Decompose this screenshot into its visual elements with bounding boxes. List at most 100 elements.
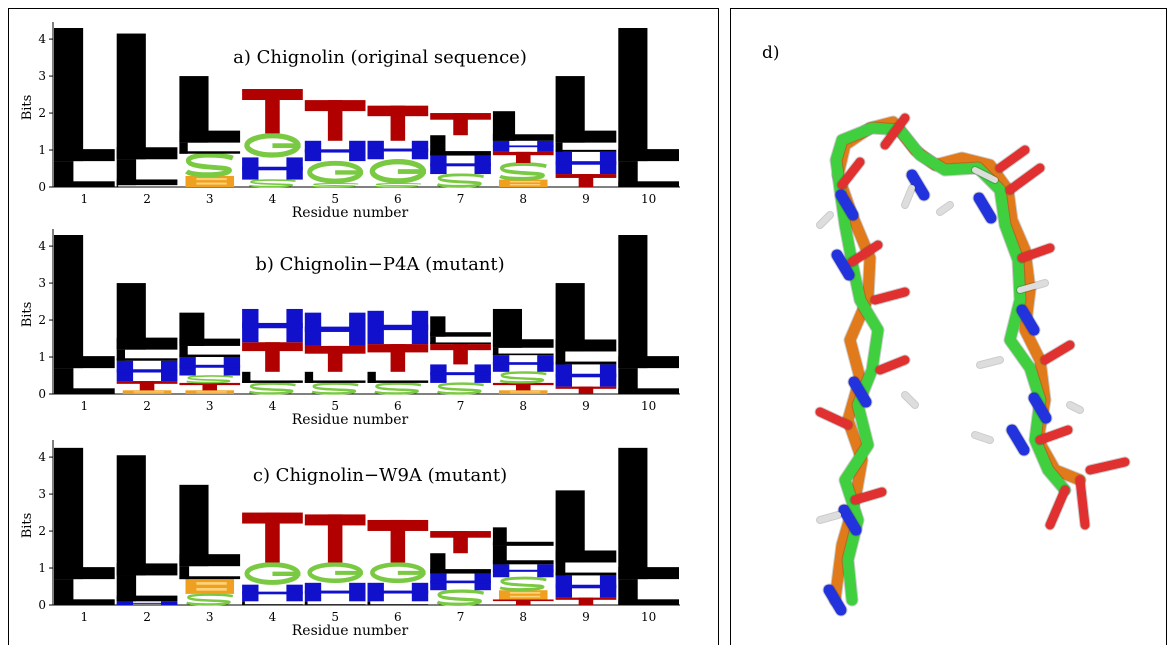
logo-letter-B: [185, 579, 235, 594]
logo-letter-H: [492, 140, 554, 152]
x-tick-label: 6: [394, 610, 402, 624]
logo-letter-L: [555, 283, 617, 352]
logo-letter-L: [492, 308, 554, 348]
y-tick-label: 4: [38, 450, 46, 464]
x-axis-label: Residue number: [292, 205, 409, 221]
logo-letter-H: [242, 157, 303, 180]
logo-letter-L: [304, 601, 366, 605]
logo-stack: [179, 76, 241, 187]
logo-letter-S: [248, 382, 296, 395]
logo-stack: [304, 514, 366, 605]
logo-stack: [430, 531, 491, 606]
logo-stack: [492, 527, 554, 605]
y-axis-label: Bits: [20, 302, 35, 328]
logo-letter-L: [555, 351, 617, 365]
logo-letter-L: [618, 447, 679, 580]
logo-letter-H: [555, 151, 617, 175]
logo-letter-L: [179, 566, 241, 580]
logo-stack: [618, 447, 679, 605]
logo-letter-H: [492, 355, 554, 372]
logo-letter-L: [430, 336, 491, 345]
logo-title: c) Chignolin−W9A (mutant): [253, 465, 507, 486]
x-tick-label: 9: [582, 399, 590, 413]
x-tick-label: 5: [331, 610, 339, 624]
x-axis-label: Residue number: [292, 623, 409, 639]
logo-panel-3: 0 1 2 3 4 Bits 1 2 3 4 5 6 7 8 9 10 Residue number c) Chi…: [20, 440, 680, 639]
left-frame: [8, 8, 719, 645]
logo-stack: [367, 310, 429, 395]
logo-letter-L: [367, 601, 429, 605]
logo-letter-L: [116, 349, 178, 361]
logo-letter-L: [618, 161, 679, 187]
logo-letter-L: [618, 235, 679, 369]
logo-letter-G: [307, 160, 364, 184]
y-axis-label: Bits: [20, 513, 35, 539]
x-tick-label: 2: [143, 192, 151, 206]
logo-letter-T: [367, 105, 429, 141]
logo-letter-T: [430, 531, 491, 554]
y-tick-label: 0: [38, 387, 46, 401]
logo-letter-T: [304, 345, 366, 372]
logo-stack: [179, 312, 241, 394]
logo-letter-L: [54, 28, 115, 162]
logo-letter-G: [369, 159, 426, 184]
logo-letter-H: [492, 564, 554, 578]
x-tick-label: 4: [269, 610, 277, 624]
logo-letter-B: [122, 390, 172, 394]
logo-letter-H: [304, 582, 366, 602]
logo-letter-L: [179, 345, 241, 358]
logo-stack: [367, 519, 429, 605]
logo-stack: [54, 235, 115, 394]
logo-letter-B: [498, 179, 548, 187]
logo-letter-L: [179, 484, 241, 567]
logo-letter-H: [430, 155, 491, 175]
logo-letter-S: [185, 152, 234, 178]
logo-letter-S: [499, 576, 547, 591]
logo-letter-H: [242, 584, 303, 602]
logo-letter-T: [367, 519, 429, 563]
logo-letter-L: [116, 283, 178, 350]
logo-stack: [555, 76, 617, 187]
logo-letter-L: [54, 161, 115, 187]
x-tick-label: 10: [641, 399, 656, 413]
y-tick-label: 2: [38, 524, 46, 538]
logo-letter-L: [492, 111, 554, 141]
logo-letter-B: [498, 590, 548, 600]
x-tick-label: 7: [457, 399, 465, 413]
logo-letter-S: [499, 162, 547, 181]
x-tick-label: 5: [331, 399, 339, 413]
logo-letter-H: [304, 140, 366, 162]
logo-letter-S: [436, 173, 484, 188]
y-tick-label: 3: [38, 69, 46, 83]
x-axis-label: Residue number: [292, 412, 409, 428]
logo-letter-T: [430, 344, 491, 365]
logo-letter-H: [179, 357, 241, 376]
logo-letter-L: [367, 371, 429, 383]
logo-letter-H: [555, 575, 617, 598]
logo-letter-S: [436, 382, 484, 395]
logo-letter-B: [498, 390, 548, 394]
y-tick-label: 4: [38, 239, 46, 253]
logo-stack: [116, 455, 178, 605]
logo-letter-S: [249, 179, 296, 188]
x-tick-label: 10: [641, 192, 656, 206]
logo-letter-L: [492, 545, 554, 565]
x-tick-label: 7: [457, 192, 465, 206]
logo-letter-T: [116, 381, 178, 391]
x-tick-label: 3: [206, 610, 214, 624]
logo-stack: [116, 283, 178, 394]
logo-stack: [304, 312, 366, 395]
logo-letter-B: [185, 390, 235, 394]
logo-letter-L: [492, 347, 554, 356]
logo-letter-T: [555, 174, 617, 187]
logo-letter-T: [242, 89, 303, 134]
logo-letter-L: [179, 142, 241, 154]
logo-letter-H: [367, 140, 429, 160]
logo-stack: [367, 105, 429, 188]
logo-letter-L: [179, 312, 241, 346]
x-tick-label: 3: [206, 399, 214, 413]
logo-stack: [430, 113, 491, 188]
logo-stack: [242, 89, 303, 188]
logo-letter-L: [430, 135, 491, 156]
logo-letter-S: [436, 589, 485, 606]
